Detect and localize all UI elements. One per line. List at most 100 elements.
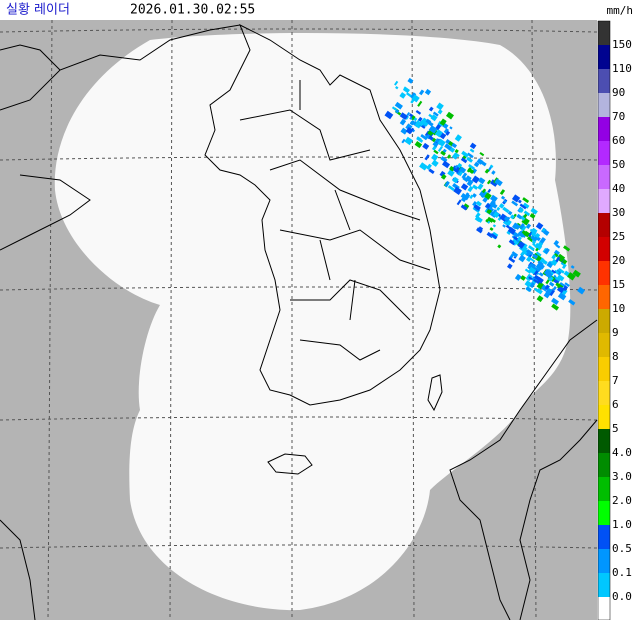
echo-cell	[519, 223, 525, 230]
legend-swatch	[598, 501, 610, 525]
echo-cell	[502, 224, 506, 228]
echo-cell	[414, 122, 421, 128]
echo-cell	[469, 142, 477, 150]
echo-cell	[518, 207, 524, 213]
echo-cell	[420, 117, 430, 127]
coastlines	[0, 23, 598, 620]
echo-cell	[466, 152, 474, 159]
echo-cell	[523, 210, 531, 217]
echo-cell	[467, 167, 475, 174]
legend-label: 70	[612, 110, 625, 123]
echo-cell	[480, 160, 487, 167]
echo-cell	[539, 241, 543, 246]
title: 실황 레이더	[6, 3, 70, 18]
echo-cell	[549, 289, 555, 297]
echo-cell	[567, 272, 576, 281]
echo-cell	[511, 200, 519, 207]
echo-cell	[551, 297, 559, 306]
echo-cell	[424, 88, 432, 96]
echo-cell	[519, 203, 527, 210]
echo-cell	[522, 202, 530, 209]
echo-cell	[556, 274, 565, 282]
echo-cell	[440, 174, 447, 180]
echo-cell	[426, 134, 430, 139]
echo-cell	[541, 228, 546, 232]
echo-cell	[465, 192, 470, 196]
legend-label: 6	[612, 398, 619, 411]
echo-cell	[444, 180, 450, 188]
legend-swatch	[598, 357, 610, 381]
echo-cell	[476, 227, 483, 234]
echo-cell	[445, 130, 451, 136]
echo-cell	[544, 284, 550, 291]
legend-label: 90	[612, 86, 625, 99]
echo-cell	[526, 256, 532, 263]
echo-cell	[535, 222, 544, 230]
echo-cell	[451, 142, 458, 149]
echo-cell	[516, 231, 522, 238]
echo-cell	[490, 202, 498, 209]
echo-cell	[473, 203, 481, 211]
echo-cell	[512, 235, 519, 241]
echo-cell	[534, 242, 543, 251]
echo-cell	[472, 184, 479, 190]
echo-cell	[484, 168, 490, 174]
legend-swatch	[598, 117, 610, 141]
echo-cell	[420, 134, 428, 141]
echo-cell	[556, 285, 565, 294]
legend-swatch	[598, 573, 610, 597]
echo-cell	[439, 170, 446, 178]
echo-cell	[434, 129, 443, 138]
echo-cell	[428, 125, 438, 134]
echo-cell	[512, 252, 518, 258]
echo-cell	[492, 211, 500, 218]
legend-label: 50	[612, 158, 625, 171]
rain-echoes	[384, 77, 586, 311]
echo-cell	[426, 163, 432, 170]
legend-swatch	[598, 525, 610, 549]
echo-cell	[490, 194, 498, 203]
echo-cell	[462, 176, 469, 183]
echo-cell	[461, 172, 468, 179]
echo-cell	[384, 110, 394, 120]
echo-cell	[557, 267, 565, 274]
echo-cell	[521, 230, 529, 237]
echo-cell	[459, 166, 467, 174]
legend-swatch	[598, 333, 610, 357]
legend-label: 60	[612, 134, 625, 147]
echo-cell	[452, 176, 459, 184]
echo-cell	[545, 271, 553, 279]
echo-cell	[523, 213, 528, 219]
echo-cell	[418, 116, 423, 122]
echo-cell	[437, 109, 443, 115]
echo-cell	[551, 269, 557, 274]
echo-cell	[533, 278, 540, 285]
echo-cell	[404, 136, 414, 146]
echo-cell	[548, 281, 555, 287]
echo-cell	[525, 286, 532, 293]
header: 실황 레이더 2026.01.30.02:55 mm/h	[6, 3, 633, 18]
echo-cell	[469, 148, 475, 153]
echo-cell	[407, 77, 414, 84]
legend-label: 10	[612, 302, 625, 315]
echo-cell	[414, 141, 423, 149]
echo-cell	[536, 281, 544, 290]
echo-cell	[548, 261, 553, 266]
jeju	[267, 453, 313, 475]
echo-cell	[568, 299, 576, 306]
echo-cell	[395, 109, 400, 114]
echo-cell	[508, 257, 516, 263]
echo-cell	[432, 141, 439, 148]
unit: mm/h	[607, 4, 634, 17]
echo-cell	[436, 102, 444, 111]
legend-label: 110	[612, 62, 632, 75]
echo-cell	[484, 192, 492, 199]
echo-cell	[460, 204, 468, 211]
legend-swatch	[598, 477, 610, 501]
echo-cell	[551, 254, 557, 260]
legend-label: 3.0	[612, 470, 632, 483]
echo-cell	[553, 239, 560, 246]
echo-cell	[454, 164, 459, 169]
legend-label: 25	[612, 230, 625, 243]
